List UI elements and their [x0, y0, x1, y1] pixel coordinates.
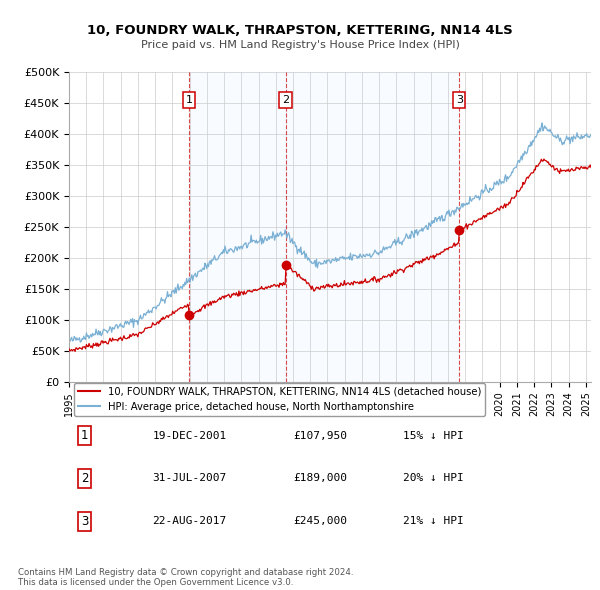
- Text: 21% ↓ HPI: 21% ↓ HPI: [403, 516, 464, 526]
- Text: 31-JUL-2007: 31-JUL-2007: [152, 473, 227, 483]
- Text: 19-DEC-2001: 19-DEC-2001: [152, 431, 227, 441]
- Bar: [286, 72, 459, 382]
- Text: £245,000: £245,000: [293, 516, 347, 526]
- Text: £107,950: £107,950: [293, 431, 347, 441]
- Text: 2: 2: [81, 472, 88, 485]
- Legend: 10, FOUNDRY WALK, THRAPSTON, KETTERING, NN14 4LS (detached house), HPI: Average : 10, FOUNDRY WALK, THRAPSTON, KETTERING, …: [74, 383, 485, 416]
- Text: 1: 1: [81, 430, 88, 442]
- Text: Contains HM Land Registry data © Crown copyright and database right 2024.
This d: Contains HM Land Registry data © Crown c…: [18, 568, 353, 587]
- Text: 10, FOUNDRY WALK, THRAPSTON, KETTERING, NN14 4LS: 10, FOUNDRY WALK, THRAPSTON, KETTERING, …: [87, 24, 513, 37]
- Text: 2: 2: [282, 95, 289, 105]
- Text: 20% ↓ HPI: 20% ↓ HPI: [403, 473, 464, 483]
- Text: Price paid vs. HM Land Registry's House Price Index (HPI): Price paid vs. HM Land Registry's House …: [140, 40, 460, 50]
- Bar: [189, 72, 286, 382]
- Text: 3: 3: [81, 514, 88, 527]
- Text: £189,000: £189,000: [293, 473, 347, 483]
- Text: 3: 3: [456, 95, 463, 105]
- Text: 1: 1: [185, 95, 193, 105]
- Text: 15% ↓ HPI: 15% ↓ HPI: [403, 431, 464, 441]
- Text: 22-AUG-2017: 22-AUG-2017: [152, 516, 227, 526]
